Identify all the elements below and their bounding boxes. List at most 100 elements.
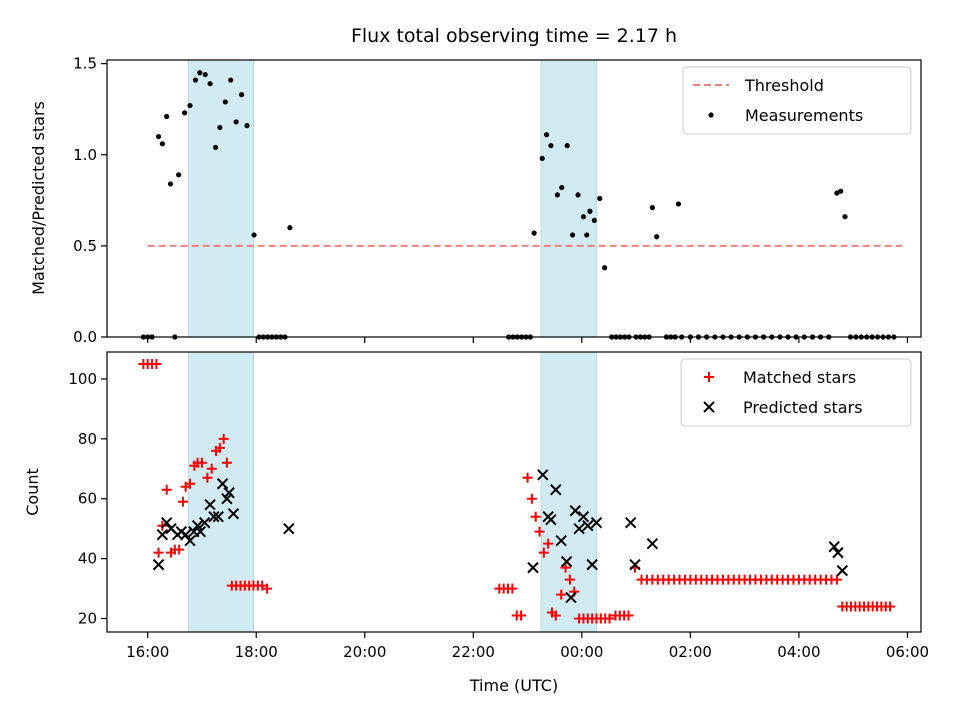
matched-star-point (530, 511, 541, 522)
x-tick-label: 22:00 (452, 643, 495, 661)
matched-star-point (623, 610, 634, 621)
measurement-point (155, 133, 162, 140)
predicted-star-point (586, 558, 598, 571)
measurement-point (531, 230, 537, 236)
matched-star-point (202, 472, 213, 483)
top-legend: Threshold Measurements (682, 66, 912, 135)
legend-label: Measurements (745, 106, 863, 125)
measurement-point (564, 143, 570, 149)
measurement-point (543, 132, 550, 138)
measurement-point (287, 225, 293, 231)
matched-star-point (564, 574, 575, 585)
x-tick-label: 00:00 (560, 643, 603, 661)
predicted-star-point (223, 487, 235, 499)
matched-star-point (550, 610, 561, 621)
predicted-star-point (569, 505, 582, 517)
predicted-star-point (198, 516, 211, 529)
predicted-star-point (156, 528, 169, 541)
predicted-star-point (204, 499, 216, 511)
measurement-point (539, 155, 545, 162)
predicted-star-point (184, 534, 196, 547)
bottom-axes-frame (106, 351, 922, 633)
predicted-star-point (191, 519, 204, 532)
predicted-star-point (646, 537, 659, 550)
predicted-star-point (545, 513, 557, 526)
top-y-tick-label: 0.5 (73, 237, 97, 255)
top-observing-span-1 (187, 59, 255, 338)
measurement-point (202, 71, 208, 78)
predicted-star-point (560, 555, 573, 568)
x-tick-label: 18:00 (235, 643, 278, 661)
matched-star-point (206, 463, 217, 474)
x-tick-label: 16:00 (126, 643, 169, 661)
top-y-axis-label: Matched/Predicted stars (29, 101, 48, 295)
predicted-star-point (565, 591, 577, 604)
top-panel: 0.0 0.5 1.0 1.5 Threshold Measurements (73, 55, 922, 346)
measurement-point (197, 70, 203, 76)
x-tick-label: 06:00 (886, 643, 929, 661)
predicted-star-point (590, 516, 603, 529)
measurement-point (244, 123, 250, 129)
top-axes-frame (106, 59, 922, 338)
measurement-point (222, 99, 228, 105)
measurement-point (675, 201, 682, 207)
predicted-star-point (152, 558, 165, 571)
predicted-star-point (160, 516, 173, 529)
measurement-point (251, 232, 257, 238)
predicted-star-point (212, 510, 224, 523)
predicted-star-point (179, 528, 192, 541)
measurement-point (182, 110, 188, 116)
measurement-point (649, 205, 655, 211)
matched-star-point (153, 547, 164, 558)
measurement-point (212, 144, 219, 151)
legend-frame (680, 358, 912, 427)
predicted-star-point (828, 540, 840, 553)
measurement-point (207, 81, 213, 87)
bottom-y-tick-label: 60 (78, 490, 97, 508)
predicted-star-point (194, 525, 207, 538)
matched-star-point (174, 544, 185, 555)
matched-star-point (221, 457, 232, 468)
matched-star-point (560, 562, 571, 573)
matched-star-point (507, 583, 518, 594)
legend-label: Predicted stars (743, 398, 863, 417)
legend-label: Threshold (744, 76, 824, 95)
legend-measurements-swatch (708, 112, 714, 118)
matched-star-point (885, 601, 896, 612)
matched-star-point (522, 472, 533, 483)
measurement-point (587, 208, 593, 214)
measurement-point (164, 113, 170, 120)
measurement-point (838, 188, 844, 194)
top-observing-span-2 (540, 59, 597, 338)
predicted-star-point (537, 469, 549, 481)
figure-title: Flux total observing time = 2.17 h (351, 25, 677, 47)
bottom-y-tick-label: 80 (78, 430, 97, 448)
predicted-star-point (208, 510, 220, 523)
bottom-observing-span-1 (187, 351, 255, 633)
predicted-star-point (624, 516, 637, 529)
legend-frame (682, 66, 912, 135)
bottom-panel: 16:00 18:00 20:00 22:00 00:00 02:00 04:00 06:00… (68, 351, 929, 661)
matched-star-point (831, 574, 842, 585)
bottom-y-tick-label: 20 (78, 610, 97, 628)
x-tick-label: 20:00 (343, 643, 386, 661)
predicted-star-point (550, 484, 562, 496)
bottom-y-tick-label: 40 (78, 550, 97, 568)
measurement-point (575, 192, 581, 198)
matched-star-point (196, 457, 207, 468)
measurement-point (584, 232, 590, 238)
legend-predicted-swatch (703, 401, 715, 413)
bottom-y-tick-label: 100 (68, 370, 97, 388)
measurement-point (602, 265, 608, 271)
measurement-point (591, 217, 597, 223)
matched-star-point (185, 478, 196, 489)
predicted-star-point (221, 493, 233, 505)
x-axis-label: Time (UTC) (469, 676, 558, 695)
measurement-point (654, 234, 660, 240)
predicted-star-point (527, 561, 539, 574)
measurement-point (192, 77, 199, 83)
measurement-point (580, 214, 587, 220)
top-y-tick-label: 1.5 (73, 55, 97, 73)
measurement-point (554, 192, 561, 198)
